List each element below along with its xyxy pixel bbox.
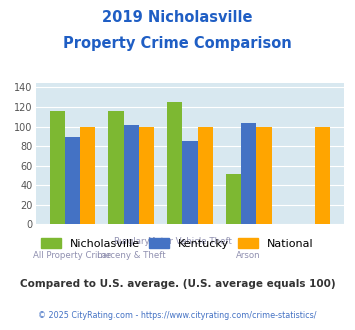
Bar bbox=[108, 111, 124, 224]
Bar bbox=[182, 141, 198, 224]
Text: © 2025 CityRating.com - https://www.cityrating.com/crime-statistics/: © 2025 CityRating.com - https://www.city… bbox=[38, 311, 317, 320]
Text: Compared to U.S. average. (U.S. average equals 100): Compared to U.S. average. (U.S. average … bbox=[20, 279, 335, 289]
Text: Arson: Arson bbox=[236, 251, 261, 260]
Bar bbox=[315, 126, 330, 224]
Bar bbox=[65, 137, 80, 224]
Text: Larceny & Theft: Larceny & Theft bbox=[97, 251, 165, 260]
Bar bbox=[50, 111, 65, 224]
Text: Burglary: Burglary bbox=[113, 237, 149, 246]
Bar bbox=[226, 175, 241, 224]
Bar bbox=[139, 126, 154, 224]
Bar bbox=[241, 123, 256, 224]
Text: 2019 Nicholasville: 2019 Nicholasville bbox=[102, 10, 253, 25]
Bar bbox=[256, 126, 272, 224]
Legend: Nicholasville, Kentucky, National: Nicholasville, Kentucky, National bbox=[37, 234, 318, 253]
Bar bbox=[124, 125, 139, 224]
Bar bbox=[198, 126, 213, 224]
Text: Motor Vehicle Theft: Motor Vehicle Theft bbox=[148, 237, 232, 246]
Bar bbox=[167, 102, 182, 224]
Text: All Property Crime: All Property Crime bbox=[33, 251, 111, 260]
Bar bbox=[80, 126, 95, 224]
Text: Property Crime Comparison: Property Crime Comparison bbox=[63, 36, 292, 51]
